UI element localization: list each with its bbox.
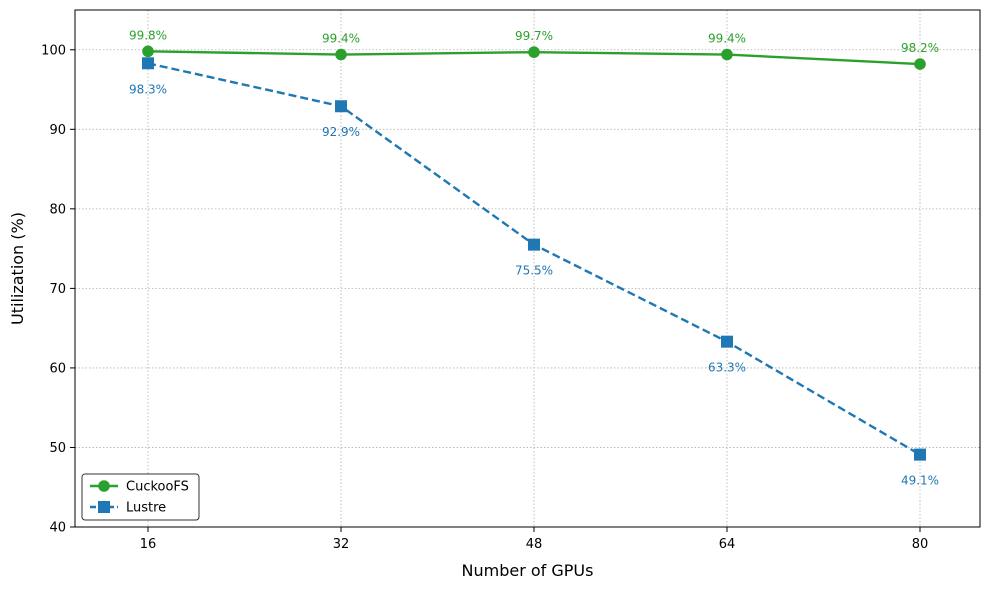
data-point-cuckoofs [142, 45, 154, 58]
plot-frame [74, 9, 981, 528]
legend-entry-lustre: Lustre [90, 501, 166, 516]
data-label-cuckoofs: 98.2% [901, 41, 939, 55]
data-point-lustre [335, 100, 347, 113]
data-point-cuckoofs [914, 58, 926, 70]
x-tick-label: 32 [333, 537, 350, 552]
x-tick-label: 48 [526, 537, 543, 552]
series [142, 45, 926, 461]
legend-entry-cuckoofs: CuckooFS [90, 480, 189, 495]
data-label-cuckoofs: 99.8% [129, 28, 167, 42]
x-axis-title: Number of GPUs [462, 561, 594, 580]
series-lustre [142, 57, 926, 461]
data-label-lustre: 49.1% [901, 474, 939, 488]
y-tick-label: 60 [49, 361, 66, 376]
y-tick-label: 50 [49, 441, 66, 456]
y-tick-label: 80 [49, 202, 66, 217]
y-axis-title: Utilization (%) [8, 212, 27, 325]
legend-marker [98, 480, 110, 492]
data-label-lustre: 92.9% [322, 125, 360, 139]
data-point-lustre [528, 238, 540, 251]
axis-ticks: 16 32 48 64 80 40 50 60 70 80 90 100 [41, 43, 928, 552]
data-label-cuckoofs: 99.4% [322, 32, 360, 46]
data-point-cuckoofs [335, 48, 347, 61]
x-tick-label: 80 [912, 537, 929, 552]
legend-label: Lustre [126, 501, 166, 516]
data-labels: 99.8% 99.4% 99.7% 99.4% 98.2% 98.3% 92.9% 75.5%… [129, 28, 939, 487]
y-tick-label: 70 [49, 282, 66, 297]
y-tick-label: 100 [41, 43, 66, 58]
legend-marker [98, 501, 110, 513]
data-point-lustre [721, 335, 733, 348]
data-label-lustre: 75.5% [515, 264, 553, 278]
data-label-lustre: 63.3% [708, 361, 746, 375]
data-point-lustre [142, 57, 154, 70]
y-tick-label: 90 [49, 123, 66, 138]
series-cuckoofs [142, 45, 926, 70]
legend: CuckooFS Lustre [81, 473, 200, 521]
data-point-cuckoofs [721, 48, 733, 61]
y-tick-label: 40 [49, 521, 66, 536]
data-point-lustre [914, 448, 926, 461]
x-tick-label: 64 [719, 537, 736, 552]
data-point-cuckoofs [528, 46, 540, 58]
data-label-cuckoofs: 99.7% [515, 29, 553, 43]
data-label-lustre: 98.3% [129, 82, 167, 96]
legend-label: CuckooFS [126, 480, 189, 495]
data-label-cuckoofs: 99.4% [708, 32, 746, 46]
x-tick-label: 16 [140, 537, 157, 552]
